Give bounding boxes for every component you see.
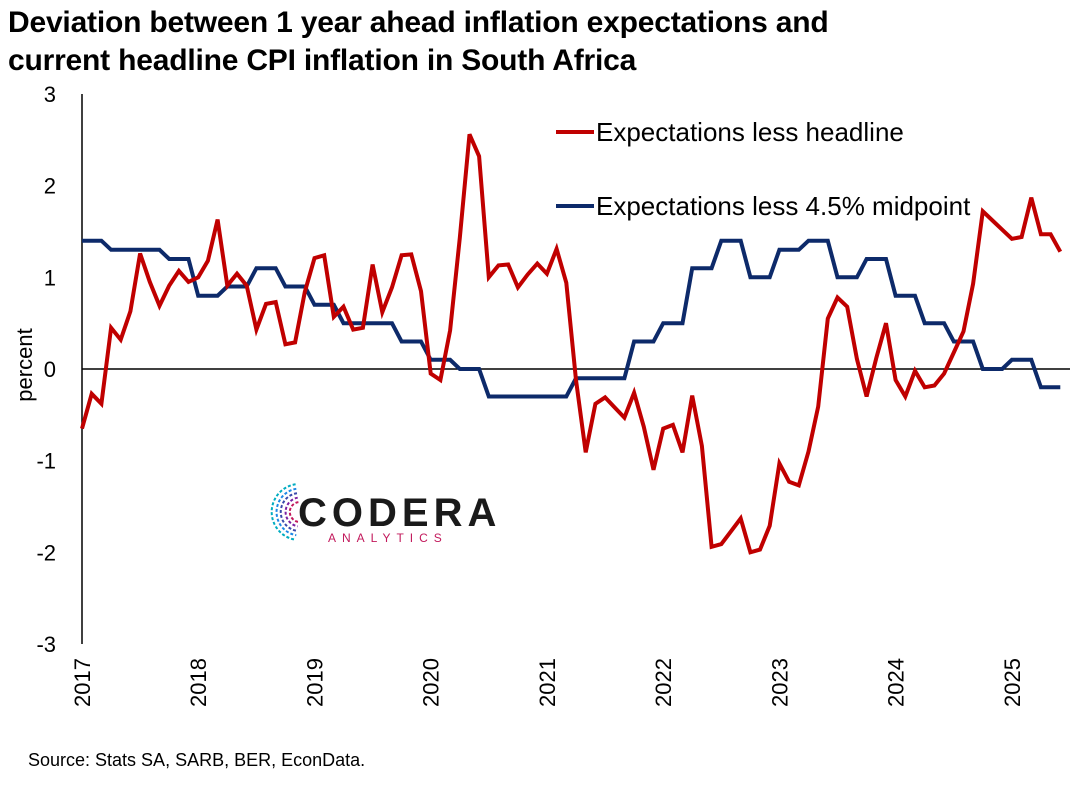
y-tick-label: -1 <box>36 449 56 474</box>
logo-mark-ring <box>284 496 298 528</box>
chart-title-line1: Deviation between 1 year ahead inflation… <box>8 6 829 39</box>
y-tick-label: 0 <box>44 357 56 382</box>
x-tick-label: 2019 <box>302 658 327 707</box>
x-tick-label: 2025 <box>1000 658 1025 707</box>
y-tick-label: -3 <box>36 632 56 657</box>
legend-label: Expectations less 4.5% midpoint <box>596 191 971 221</box>
series-line-expectations-less-headline <box>80 133 1063 555</box>
logo-mark-ring <box>288 501 299 523</box>
y-tick-label: 1 <box>44 265 56 290</box>
legend-label: Expectations less headline <box>596 117 904 147</box>
x-tick-label: 2023 <box>767 658 792 707</box>
logo-mark-ring <box>279 492 298 532</box>
y-axis-label: percent <box>12 328 37 401</box>
x-tick-label: 2018 <box>186 658 211 707</box>
chart-title: Deviation between 1 year ahead inflation… <box>8 4 1068 80</box>
logo-subtitle: ANALYTICS <box>328 531 448 545</box>
x-tick-label: 2022 <box>651 658 676 707</box>
y-tick-label: 3 <box>44 82 56 107</box>
axes: 3 2 1 0 -1 -2 -3 percent 2017 2018 2019 2020 2021 202… <box>12 82 1070 707</box>
source-note: Source: Stats SA, SARB, BER, EconData. <box>28 750 366 770</box>
legend: Expectations less headline Expectations l… <box>556 117 971 221</box>
logo-wordmark: CODERA <box>298 491 501 535</box>
logo-mark-ring <box>270 483 296 541</box>
x-tick-label: 2017 <box>70 658 95 707</box>
y-tick-label: 2 <box>44 174 56 199</box>
chart-title-line2: current headline CPI inflation in South … <box>8 44 637 77</box>
y-tick-label: -2 <box>36 540 56 565</box>
series-layer <box>80 133 1063 555</box>
x-tick-label: 2020 <box>419 658 444 707</box>
x-tick-label: 2021 <box>535 658 560 707</box>
logo-mark-ring <box>275 487 297 537</box>
x-tick-label: 2024 <box>884 658 909 707</box>
